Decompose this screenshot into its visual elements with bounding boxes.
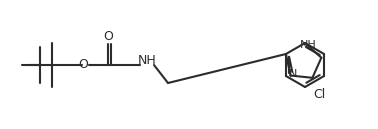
Text: NH: NH (138, 54, 156, 67)
Text: N: N (289, 68, 298, 79)
Text: NH: NH (300, 40, 316, 50)
Text: Cl: Cl (313, 87, 325, 100)
Text: O: O (78, 58, 88, 71)
Text: O: O (103, 30, 113, 43)
